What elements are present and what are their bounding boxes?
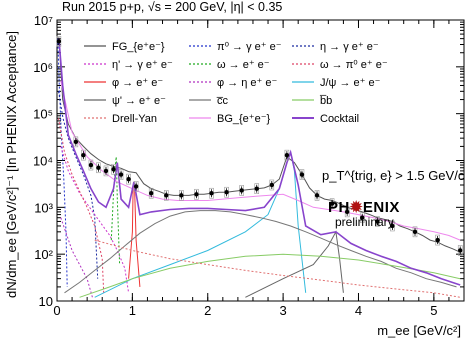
data-point-marker (194, 192, 199, 197)
y-tick-label: 10² (34, 247, 53, 262)
data-point-marker (299, 172, 305, 177)
data-point-marker (126, 176, 131, 182)
data-point-marker (412, 229, 418, 235)
data-point-marker (435, 237, 440, 243)
series-line (58, 91, 99, 279)
series-group (57, 38, 461, 298)
x-tick-label: 0 (53, 303, 60, 318)
data-point-marker (164, 193, 169, 198)
data-point-marker (179, 193, 184, 198)
legend-label: Drell-Yan (112, 113, 157, 125)
legend-label: π⁰ → γ e⁺ e⁻ (217, 41, 282, 53)
data-point-marker (224, 190, 229, 195)
series-line (60, 80, 461, 241)
legend-label: J/ψ → e⁺ e⁻ (320, 77, 381, 89)
series-line (58, 118, 105, 293)
legend-label: Cocktail (320, 113, 359, 125)
legend-label: ω → e⁺ e⁻ (217, 59, 270, 71)
legend-label: ψ' → e⁺ e⁻ (112, 95, 166, 107)
series-line (64, 210, 457, 294)
series-line (245, 230, 344, 298)
series-line (60, 217, 93, 298)
data-point-marker (314, 193, 320, 198)
series-line (57, 38, 68, 287)
data-point-marker (284, 152, 290, 158)
data-point-marker (96, 165, 101, 170)
data-point-marker (329, 201, 335, 206)
legend-label: c̅c (216, 95, 229, 107)
preliminary-label: preliminary (335, 215, 394, 229)
logo-star-icon: ✹ (349, 199, 363, 216)
data-point-marker (81, 152, 86, 158)
trigger-cut-annotation: p_T^{trig, e} > 1.5 GeV/c (322, 168, 465, 183)
x-axis-label: m_ee [GeV/c²] (377, 323, 461, 338)
data-point-marker (458, 248, 463, 253)
data-point-marker (375, 219, 380, 224)
y-tick-label: 10⁵ (33, 107, 53, 122)
legend-label: FG_{e⁺e⁻} (112, 41, 165, 53)
series-line (94, 150, 307, 298)
x-tick-label: 3 (279, 303, 286, 318)
legend-label: φ → η e⁺ e⁻ (217, 77, 278, 89)
legend-label: η → γ e⁺ e⁻ (320, 41, 379, 53)
y-tick-label: 10⁷ (34, 13, 53, 28)
data-point-marker (133, 184, 139, 189)
legend: FG_{e⁺e⁻} π⁰ → γ e⁺ e⁻ η → γ e⁺ e⁻ η' → γ e… (84, 41, 388, 125)
data-points-group (56, 36, 463, 256)
data-point-marker (149, 191, 154, 196)
data-point-marker (209, 191, 214, 196)
legend-label: b̅b (319, 95, 332, 107)
data-point-marker (111, 167, 116, 172)
y-tick-label: 10⁴ (33, 154, 53, 169)
x-tick-label: 2 (204, 303, 211, 318)
x-tick-label: 5 (430, 303, 437, 318)
series-line (58, 38, 461, 286)
legend-label: BG_{e⁺e⁻} (217, 113, 271, 125)
y-axis-label: dN/dm_ee [GeV/c²]⁻¹ [In PHENIX Acceptanc… (4, 31, 19, 298)
legend-label: ω → π⁰ e⁺ e⁻ (320, 59, 388, 71)
data-point-marker (239, 188, 244, 193)
y-tick-label: 10⁶ (33, 60, 53, 75)
logo-suffix: ENIX (362, 199, 400, 216)
legend-label: η' → γ e⁺ e⁻ (112, 59, 173, 71)
data-point-marker (118, 172, 124, 177)
chart-title: Run 2015 p+p, √s = 200 GeV, |η| < 0.35 (62, 0, 283, 14)
series-line (60, 146, 130, 293)
y-tick-label: 10³ (34, 200, 53, 215)
series-line (79, 253, 461, 298)
data-point-marker (360, 215, 365, 220)
data-point-marker (254, 186, 259, 191)
data-point-marker (88, 162, 94, 168)
data-point-marker (344, 209, 350, 215)
data-point-marker (390, 223, 395, 229)
y-tick-label: 10 (39, 294, 53, 309)
series-line (110, 156, 121, 265)
logo-prefix: PH (328, 199, 350, 216)
data-point-marker (56, 39, 62, 44)
data-point-marker (73, 139, 79, 145)
x-tick-label: 1 (129, 303, 136, 318)
data-point-marker (269, 182, 275, 188)
legend-label: φ → e⁺ e⁻ (112, 77, 163, 89)
data-point-marker (103, 168, 109, 174)
phenix-logo: PH✹ENIX (328, 198, 400, 216)
series-line (94, 239, 461, 298)
x-tick-label: 4 (355, 303, 362, 318)
